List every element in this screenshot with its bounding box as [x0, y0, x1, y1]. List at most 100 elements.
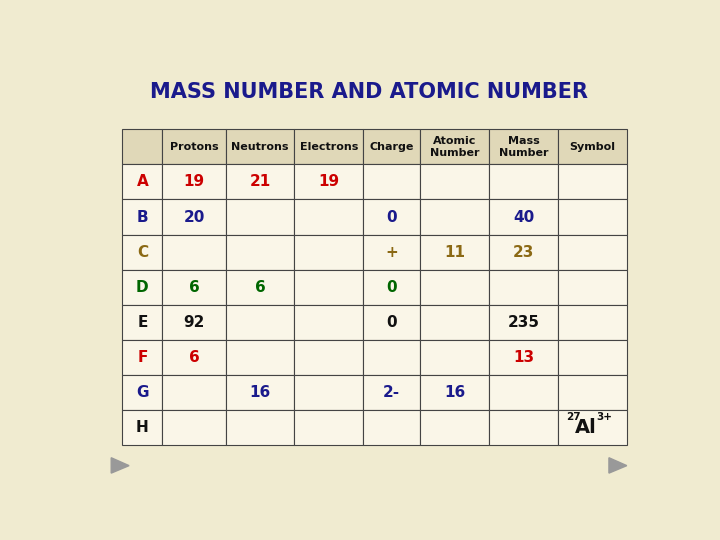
- Text: 3+: 3+: [596, 412, 612, 422]
- Bar: [363, 305, 420, 340]
- Bar: [294, 129, 363, 164]
- Bar: [363, 164, 420, 199]
- Bar: [163, 410, 225, 445]
- Text: Electrons: Electrons: [300, 142, 358, 152]
- Bar: [122, 305, 163, 340]
- Text: 6: 6: [255, 280, 265, 295]
- Bar: [420, 129, 489, 164]
- Bar: [163, 269, 225, 305]
- Text: 16: 16: [444, 385, 465, 400]
- Bar: [420, 340, 489, 375]
- Bar: [489, 375, 558, 410]
- Bar: [420, 234, 489, 269]
- Text: D: D: [136, 280, 149, 295]
- Text: 19: 19: [318, 174, 339, 190]
- Text: MASS NUMBER AND ATOMIC NUMBER: MASS NUMBER AND ATOMIC NUMBER: [150, 82, 588, 102]
- Bar: [489, 269, 558, 305]
- Bar: [489, 410, 558, 445]
- Bar: [225, 305, 294, 340]
- Bar: [122, 164, 163, 199]
- Bar: [420, 305, 489, 340]
- Bar: [122, 375, 163, 410]
- Bar: [225, 375, 294, 410]
- Bar: [558, 234, 627, 269]
- Text: 2-: 2-: [383, 385, 400, 400]
- Bar: [420, 199, 489, 234]
- Bar: [163, 305, 225, 340]
- Text: 23: 23: [513, 245, 534, 260]
- Bar: [122, 410, 163, 445]
- Text: 0: 0: [387, 210, 397, 225]
- Bar: [225, 234, 294, 269]
- Text: 6: 6: [189, 350, 199, 365]
- Bar: [122, 340, 163, 375]
- Bar: [420, 269, 489, 305]
- Bar: [363, 375, 420, 410]
- Bar: [294, 375, 363, 410]
- Text: 0: 0: [387, 280, 397, 295]
- Text: 13: 13: [513, 350, 534, 365]
- Bar: [163, 164, 225, 199]
- Bar: [163, 234, 225, 269]
- Text: 11: 11: [444, 245, 465, 260]
- Text: 40: 40: [513, 210, 534, 225]
- Bar: [122, 199, 163, 234]
- Bar: [489, 234, 558, 269]
- Bar: [489, 199, 558, 234]
- Text: 27: 27: [566, 412, 581, 422]
- Text: +: +: [385, 245, 398, 260]
- Bar: [294, 340, 363, 375]
- Bar: [294, 199, 363, 234]
- Bar: [225, 340, 294, 375]
- Text: 6: 6: [189, 280, 199, 295]
- Bar: [489, 129, 558, 164]
- Bar: [558, 410, 627, 445]
- Bar: [363, 410, 420, 445]
- Bar: [420, 410, 489, 445]
- Bar: [163, 375, 225, 410]
- Text: 92: 92: [184, 315, 204, 330]
- Bar: [363, 269, 420, 305]
- Bar: [558, 129, 627, 164]
- Bar: [420, 164, 489, 199]
- Bar: [558, 199, 627, 234]
- Bar: [122, 129, 163, 164]
- Text: Mass
Number: Mass Number: [499, 136, 549, 158]
- Bar: [363, 340, 420, 375]
- Polygon shape: [609, 458, 627, 473]
- Text: Charge: Charge: [369, 142, 414, 152]
- Text: H: H: [136, 420, 149, 435]
- Text: F: F: [138, 350, 148, 365]
- Text: B: B: [137, 210, 148, 225]
- Bar: [363, 234, 420, 269]
- Bar: [363, 199, 420, 234]
- Bar: [363, 129, 420, 164]
- Bar: [558, 269, 627, 305]
- Bar: [225, 199, 294, 234]
- Bar: [294, 234, 363, 269]
- Bar: [489, 305, 558, 340]
- Text: 21: 21: [249, 174, 271, 190]
- Bar: [225, 410, 294, 445]
- Bar: [294, 410, 363, 445]
- Bar: [163, 340, 225, 375]
- Bar: [122, 269, 163, 305]
- Text: Protons: Protons: [170, 142, 218, 152]
- Text: A: A: [137, 174, 148, 190]
- Text: 20: 20: [184, 210, 204, 225]
- Bar: [225, 269, 294, 305]
- Text: 235: 235: [508, 315, 539, 330]
- Bar: [420, 375, 489, 410]
- Bar: [489, 164, 558, 199]
- Bar: [225, 164, 294, 199]
- Bar: [489, 340, 558, 375]
- Text: Atomic
Number: Atomic Number: [430, 136, 480, 158]
- Bar: [558, 340, 627, 375]
- Polygon shape: [111, 458, 129, 473]
- Bar: [294, 164, 363, 199]
- Text: E: E: [138, 315, 148, 330]
- Bar: [122, 234, 163, 269]
- Bar: [294, 269, 363, 305]
- Text: 19: 19: [184, 174, 204, 190]
- Text: Al: Al: [575, 418, 597, 437]
